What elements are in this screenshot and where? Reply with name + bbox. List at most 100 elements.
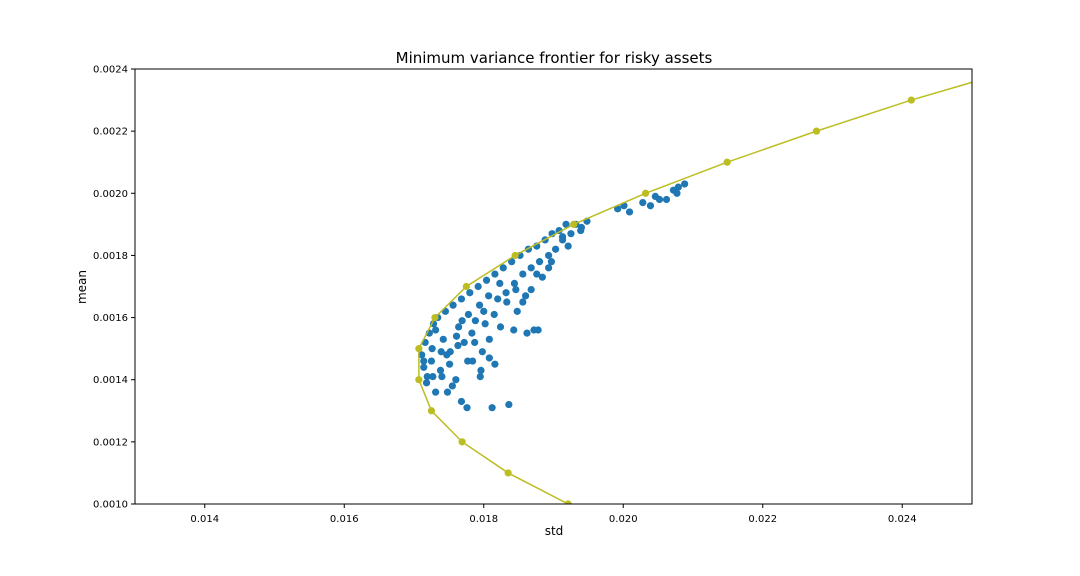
scatter-point bbox=[477, 366, 485, 374]
scatter-point bbox=[429, 320, 438, 328]
scatter-point bbox=[475, 301, 484, 309]
scatter-point bbox=[519, 270, 527, 278]
scatter-point bbox=[455, 323, 463, 331]
scatter-point bbox=[443, 388, 452, 396]
scatter-point bbox=[428, 345, 436, 353]
scatter-point bbox=[452, 376, 460, 384]
x-axis-label: std bbox=[545, 524, 564, 538]
x-tick-label: 0.022 bbox=[748, 514, 777, 525]
scatter-point bbox=[547, 258, 556, 266]
scatter-point bbox=[496, 323, 505, 331]
frontier-marker bbox=[504, 469, 512, 477]
y-axis-ticks: 0.0010 0.0012 0.0014 0.0016 0.0018 0.0020 0.00… bbox=[93, 65, 135, 511]
scatter-point bbox=[481, 320, 489, 328]
scatter-point bbox=[432, 388, 440, 396]
scatter-point bbox=[476, 373, 484, 381]
scatter-point bbox=[422, 379, 431, 387]
scatter-point bbox=[443, 351, 451, 359]
scatter-point bbox=[625, 208, 634, 216]
scatter-point bbox=[478, 348, 486, 356]
scatter-point bbox=[662, 195, 671, 204]
scatter-point bbox=[457, 295, 466, 303]
scatter-point bbox=[438, 373, 446, 381]
y-tick-label: 0.0022 bbox=[93, 127, 128, 138]
x-tick-label: 0.024 bbox=[888, 514, 917, 525]
scatter-point bbox=[474, 282, 482, 291]
scatter-point bbox=[510, 279, 519, 287]
scatter-point bbox=[522, 292, 530, 300]
x-tick-label: 0.020 bbox=[609, 514, 638, 525]
scatter-point bbox=[480, 307, 488, 315]
scatter-point bbox=[496, 279, 504, 287]
y-tick-label: 0.0024 bbox=[93, 65, 128, 76]
scatter-point bbox=[510, 326, 518, 334]
scatter-point bbox=[464, 357, 472, 365]
scatter-point bbox=[646, 202, 655, 210]
frontier-marker bbox=[570, 220, 578, 228]
scatter-point bbox=[494, 295, 502, 303]
scatter-point bbox=[673, 189, 681, 197]
scatter-point bbox=[499, 264, 507, 272]
scatter-point bbox=[681, 180, 689, 188]
x-axis-ticks: 0.014 0.016 0.018 0.020 0.022 0.024 bbox=[190, 504, 917, 525]
y-tick-label: 0.0018 bbox=[93, 251, 128, 262]
scatter-point bbox=[468, 329, 476, 337]
scatter-point bbox=[508, 258, 516, 266]
frontier-marker bbox=[415, 376, 423, 384]
frontier-marker bbox=[415, 345, 423, 353]
scatter-point bbox=[534, 326, 542, 334]
frontier-line bbox=[418, 81, 972, 504]
scatter-point bbox=[471, 317, 479, 325]
scatter-point bbox=[551, 245, 560, 253]
x-tick-label: 0.014 bbox=[190, 514, 219, 525]
scatter-point bbox=[454, 341, 462, 350]
scatter-point bbox=[519, 298, 527, 306]
scatter-point bbox=[452, 332, 461, 340]
scatter-point bbox=[449, 301, 457, 309]
scatter-point bbox=[439, 335, 447, 343]
scatter-point bbox=[577, 226, 585, 235]
plot-frame bbox=[134, 68, 973, 505]
scatter-point bbox=[503, 298, 511, 306]
y-tick-label: 0.0012 bbox=[93, 437, 128, 448]
scatter-point bbox=[545, 264, 553, 272]
scatter-point bbox=[564, 242, 572, 250]
scatter-point bbox=[523, 329, 531, 337]
scatter-point bbox=[460, 338, 468, 347]
x-tick-label: 0.018 bbox=[469, 514, 498, 525]
scatter-point bbox=[463, 404, 471, 412]
scatter-point bbox=[457, 397, 466, 406]
scatter-point bbox=[464, 310, 473, 319]
scatter-point bbox=[491, 270, 499, 278]
chart-marks bbox=[415, 81, 972, 504]
scatter-point bbox=[488, 404, 496, 412]
scatter-point bbox=[614, 205, 622, 213]
scatter-point bbox=[490, 310, 498, 319]
frontier-marker bbox=[564, 500, 572, 504]
scatter-point bbox=[420, 363, 428, 371]
scatter-point bbox=[674, 183, 682, 191]
scatter-point bbox=[538, 273, 546, 281]
y-axis-label: mean bbox=[75, 270, 89, 304]
scatter-point bbox=[432, 326, 440, 334]
scatter-point bbox=[482, 276, 491, 284]
scatter-point bbox=[512, 286, 520, 294]
frontier-marker bbox=[458, 438, 466, 446]
frontier-marker bbox=[907, 96, 915, 104]
scatter-point bbox=[466, 289, 474, 297]
y-tick-label: 0.0016 bbox=[93, 313, 128, 324]
scatter-point bbox=[505, 400, 513, 409]
scatter-point bbox=[545, 251, 553, 260]
frontier-marker bbox=[427, 407, 436, 415]
scatter-point bbox=[485, 292, 493, 300]
scatter-point bbox=[527, 286, 535, 294]
scatter-point bbox=[485, 354, 493, 362]
frontier-marker bbox=[462, 282, 470, 291]
scatter-point bbox=[458, 317, 466, 325]
scatter-point bbox=[471, 338, 479, 347]
y-tick-label: 0.0010 bbox=[93, 500, 128, 511]
frontier-marker bbox=[812, 127, 821, 135]
scatter-point bbox=[533, 270, 541, 278]
frontier-marker bbox=[511, 251, 519, 260]
scatter-point bbox=[445, 360, 454, 368]
